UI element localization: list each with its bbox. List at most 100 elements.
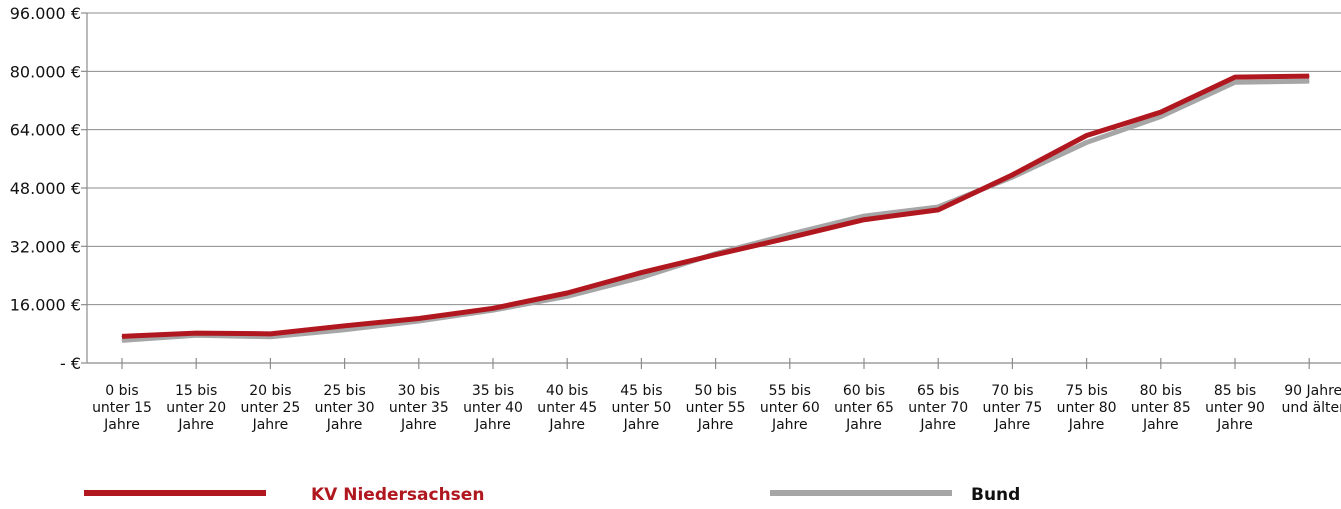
x-tick-label-line: unter 45 [537, 400, 597, 416]
x-tick-label: 80 bis unter 85 Jahre [1131, 383, 1191, 433]
x-tick-label: 15 bis unter 20 Jahre [166, 383, 226, 433]
data-point [1086, 135, 1088, 136]
x-tick-label: 55 bis unter 60 Jahre [760, 383, 820, 433]
axes [86, 13, 1341, 364]
x-tick-label-line: und älter [1281, 400, 1341, 416]
data-point [1234, 76, 1236, 78]
y-tick-label: 96.000 € [10, 4, 81, 23]
x-tick-label-line: 55 bis [769, 383, 811, 399]
y-axis-ticks: - € 16.000 € 32.000 € 48.000 € 64.000 € 80.00… [10, 4, 87, 373]
x-tick-label: 60 bis unter 65 Jahre [834, 383, 894, 433]
x-tick-label: 20 bis unter 25 Jahre [240, 383, 300, 433]
data-point [640, 276, 642, 278]
x-tick-label-line: 75 bis [1065, 383, 1107, 399]
x-tick-label: 25 bis unter 30 Jahre [315, 383, 375, 433]
data-point [937, 209, 939, 211]
x-tick-label-line: unter 40 [463, 400, 523, 416]
x-tick-label-line: 45 bis [620, 383, 662, 399]
data-point [640, 272, 642, 274]
x-tick-label-line: Jahre [252, 417, 289, 433]
x-tick-label-line: Jahre [1142, 417, 1179, 433]
x-tick-label: 75 bis unter 80 Jahre [1057, 383, 1117, 433]
x-tick-label-line: unter 35 [389, 400, 449, 416]
data-point [121, 335, 123, 337]
data-point [1160, 111, 1162, 113]
x-tick-label-line: Jahre [548, 417, 585, 433]
x-tick-label-line: unter 65 [834, 400, 894, 416]
x-tick-label-line: Jahre [697, 417, 734, 433]
x-tick-label: 35 bis unter 40 Jahre [463, 383, 523, 433]
data-point [344, 325, 346, 327]
x-tick-label-line: Jahre [1216, 417, 1253, 433]
x-tick-label: 0 bis unter 15 Jahre [92, 383, 152, 433]
series-lines [121, 73, 1310, 343]
x-tick-label-line: Jahre [994, 417, 1031, 433]
data-point [492, 307, 494, 309]
y-tick-label: 64.000 € [10, 121, 81, 140]
x-tick-label: 50 bis unter 55 Jahre [686, 383, 746, 433]
x-tick-label-line: Jahre [177, 417, 214, 433]
x-tick-label: 85 bis unter 90 Jahre [1205, 383, 1265, 433]
data-point [863, 215, 865, 217]
x-tick-label-line: Jahre [474, 417, 511, 433]
data-point [566, 295, 568, 297]
y-tick-label: 32.000 € [10, 237, 81, 256]
data-point [1160, 116, 1162, 118]
x-tick-label-line: unter 50 [611, 400, 671, 416]
data-point [1011, 174, 1013, 176]
series-line-kv-niedersachsen [121, 73, 1310, 339]
x-tick-label-line: 60 bis [843, 383, 885, 399]
x-tick-label-line: 30 bis [398, 383, 440, 399]
x-tick-label-line: 65 bis [917, 383, 959, 399]
x-tick-label-line: 35 bis [472, 383, 514, 399]
x-tick-label-line: unter 60 [760, 400, 820, 416]
x-tick-label-line: 90 Jahre [1284, 383, 1341, 399]
x-tick-label-line: Jahre [623, 417, 660, 433]
y-tick-label: 80.000 € [10, 62, 81, 81]
data-point [1086, 141, 1088, 143]
x-tick-label-line: 70 bis [991, 383, 1033, 399]
x-tick-label: 90 Jahre und älter [1281, 383, 1341, 416]
y-tick-label: 16.000 € [10, 296, 81, 315]
x-tick-label-line: 80 bis [1140, 383, 1182, 399]
x-tick-label-line: unter 70 [908, 400, 968, 416]
x-tick-label-line: Jahre [771, 417, 808, 433]
x-tick-label-line: unter 30 [315, 400, 375, 416]
x-tick-label-line: unter 85 [1131, 400, 1191, 416]
x-tick-label: 30 bis unter 35 Jahre [389, 383, 449, 433]
data-point [195, 332, 197, 334]
data-point [566, 292, 568, 294]
legend-label-bund: Bund [971, 485, 1020, 505]
x-tick-label: 65 bis unter 70 Jahre [908, 383, 968, 433]
x-tick-label-line: Jahre [326, 417, 363, 433]
x-tick-label: 45 bis unter 50 Jahre [611, 383, 671, 433]
x-tick-label: 40 bis unter 45 Jahre [537, 383, 597, 433]
x-tick-label-line: 0 bis [105, 383, 138, 399]
x-tick-label-line: Jahre [1068, 417, 1105, 433]
data-point [269, 336, 271, 338]
data-point [269, 333, 271, 335]
data-point [121, 339, 123, 341]
data-point [863, 219, 865, 221]
x-tick-label-line: 40 bis [546, 383, 588, 399]
x-tick-label-line: unter 25 [240, 400, 300, 416]
x-tick-label-line: Jahre [919, 417, 956, 433]
x-tick-label-line: 85 bis [1214, 383, 1256, 399]
y-tick-label: - € [60, 354, 81, 373]
gridlines [87, 12, 1341, 306]
data-point [789, 237, 791, 239]
data-point [1234, 81, 1236, 83]
x-tick-label-line: Jahre [845, 417, 882, 433]
y-tick-label: 48.000 € [10, 179, 81, 198]
x-tick-label-line: unter 20 [166, 400, 226, 416]
x-tick-label-line: 25 bis [323, 383, 365, 399]
data-point [1308, 75, 1310, 77]
x-tick-label-line: unter 15 [92, 400, 152, 416]
x-tick-label-line: Jahre [400, 417, 437, 433]
x-tick-label-line: unter 75 [982, 400, 1042, 416]
x-tick-label-line: unter 90 [1205, 400, 1265, 416]
x-tick-label-line: 50 bis [694, 383, 736, 399]
data-point [789, 233, 791, 235]
data-point [715, 254, 717, 256]
